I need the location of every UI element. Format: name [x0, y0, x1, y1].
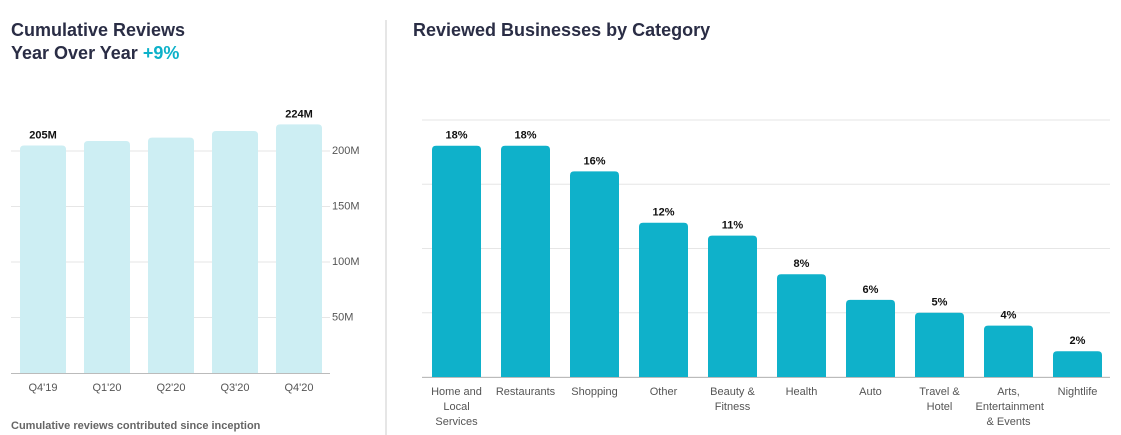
bar [432, 145, 481, 377]
x-tick-label: Auto [859, 386, 882, 398]
bar [708, 235, 757, 377]
value-label: 12% [652, 207, 674, 219]
bar [846, 299, 895, 377]
y-tick-label: 100M [332, 256, 360, 268]
x-tick-label: Q4'19 [28, 382, 57, 394]
x-tick-label: Shopping [571, 386, 618, 398]
bar [570, 171, 619, 377]
value-label: 18% [514, 130, 536, 142]
bar [20, 145, 66, 373]
value-label: 4% [1001, 310, 1017, 322]
x-tick-label: Other [649, 386, 678, 398]
value-label: 224M [285, 108, 313, 120]
y-tick-label: 200M [332, 145, 360, 157]
bar [915, 312, 964, 377]
left-title: Cumulative Reviews [11, 20, 185, 40]
bar [984, 325, 1033, 377]
bar [148, 137, 194, 373]
bar [777, 274, 826, 377]
bar [276, 124, 322, 373]
x-tick-label: Q2'20 [156, 382, 185, 394]
growth: +9% [143, 43, 180, 63]
value-label: 8% [794, 258, 810, 270]
x-tick-label: Arts, Entertainment & Events [975, 386, 1044, 428]
bar [84, 141, 130, 373]
value-label: 2% [1070, 335, 1086, 347]
x-tick-label: Nightlife [1057, 386, 1098, 398]
x-tick-label: Q4'20 [284, 382, 313, 394]
right-title: Reviewed Businesses by Category [413, 20, 710, 40]
left-subtitle: Year Over Year +9% [11, 43, 179, 63]
footnote: Cumulative reviews contributed since inc… [11, 420, 261, 432]
value-label: 6% [863, 284, 879, 296]
subtitle-text: Year Over Year [11, 43, 138, 63]
y-tick-label: 150M [332, 200, 360, 212]
value-label: 5% [932, 297, 948, 309]
x-tick-label: Restaurants [495, 386, 556, 398]
bar [501, 145, 550, 377]
bar [212, 131, 258, 373]
x-tick-label: Q1'20 [92, 382, 121, 394]
bar [639, 222, 688, 377]
value-label: 205M [29, 129, 57, 141]
bar [1053, 351, 1102, 377]
value-label: 16% [583, 155, 605, 167]
value-label: 18% [445, 130, 467, 142]
y-tick-label: 50M [332, 311, 353, 323]
x-tick-label: Travel & Hotel [919, 386, 960, 413]
value-label: 11% [722, 220, 744, 232]
x-tick-label: Health [785, 386, 818, 398]
x-tick-label: Home and Local Services [431, 386, 482, 428]
x-tick-label: Q3'20 [220, 382, 249, 394]
x-tick-label: Beauty & Fitness [710, 386, 755, 413]
